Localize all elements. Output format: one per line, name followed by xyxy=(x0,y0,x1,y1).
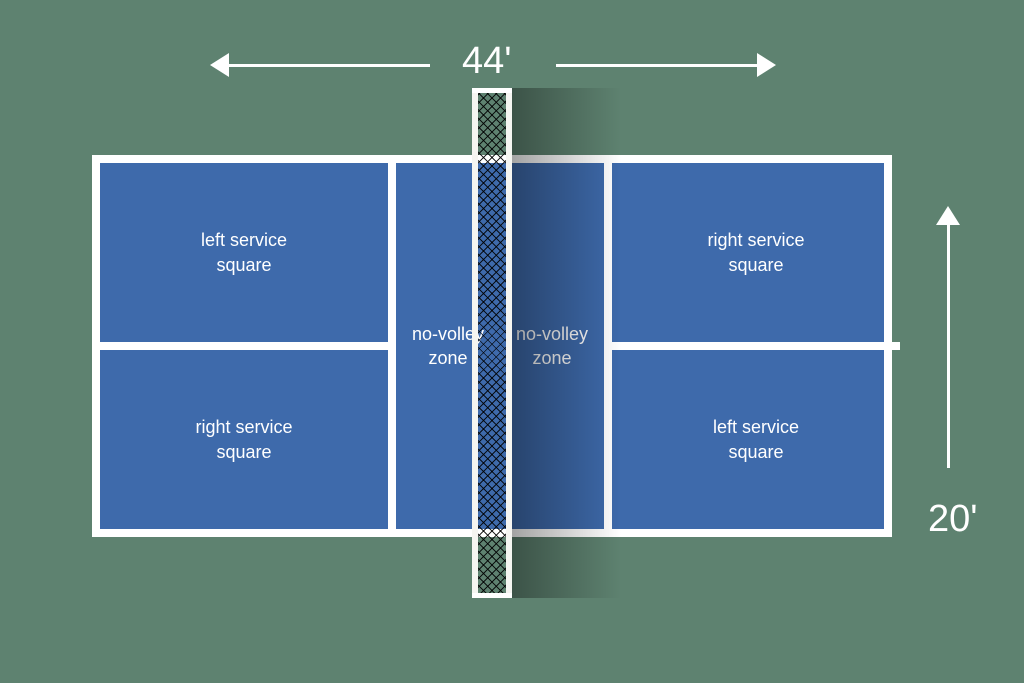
zone-label: left servicesquare xyxy=(201,228,287,277)
net xyxy=(472,88,512,598)
court-left-half: left servicesquare right servicesquare n… xyxy=(100,163,500,529)
court-right-half: no-volleyzone right servicesquare left s… xyxy=(500,163,900,529)
zone-label: right servicesquare xyxy=(707,228,804,277)
zone-left-service-top: left servicesquare xyxy=(100,163,388,342)
net-tape-top xyxy=(472,88,512,93)
right-service-column: right servicesquare left servicesquare xyxy=(612,163,900,529)
length-arrow-right-head xyxy=(757,53,776,77)
net-post-left xyxy=(472,88,478,598)
width-arrow-head xyxy=(936,206,960,225)
net-tape-bottom xyxy=(472,593,512,598)
zone-right-kitchen: no-volleyzone xyxy=(500,163,604,529)
zone-right-service-bottom: left servicesquare xyxy=(612,350,900,529)
width-arrow-line xyxy=(947,220,950,468)
net-post-right xyxy=(506,88,512,598)
net-mesh xyxy=(478,92,506,594)
zone-label: left servicesquare xyxy=(713,415,799,464)
kitchen-line-right xyxy=(604,163,612,529)
zone-right-service-top: right servicesquare xyxy=(612,163,900,342)
centerline-right xyxy=(612,342,900,350)
length-arrow-left-head xyxy=(210,53,229,77)
zone-label: right servicesquare xyxy=(195,415,292,464)
dimension-length-label: 44' xyxy=(462,40,512,83)
zone-label: no-volleyzone xyxy=(516,322,588,371)
left-service-column: left servicesquare right servicesquare xyxy=(100,163,388,529)
zone-left-service-bottom: right servicesquare xyxy=(100,350,388,529)
dimension-width-label: 20' xyxy=(928,498,978,541)
length-arrow-left-line xyxy=(222,64,430,67)
length-arrow-right-line xyxy=(556,64,764,67)
centerline-left xyxy=(100,342,388,350)
kitchen-line-left xyxy=(388,163,396,529)
